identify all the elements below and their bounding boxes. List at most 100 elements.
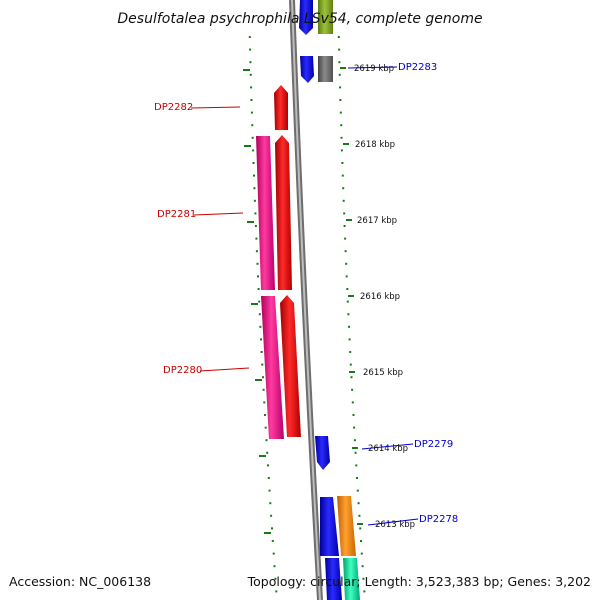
inner-dot bbox=[269, 502, 272, 505]
outer-dot bbox=[341, 174, 344, 177]
inner-dot bbox=[256, 262, 259, 265]
inner-dot bbox=[260, 338, 262, 341]
inner-dot bbox=[253, 199, 256, 202]
tick-label-2613: 2613 kbp bbox=[375, 520, 415, 530]
gene-feature-bottom-blue[interactable] bbox=[325, 558, 342, 600]
gene-feature-dp2278[interactable] bbox=[320, 497, 339, 556]
tick-label-2614: 2614 kbp bbox=[368, 444, 408, 454]
inner-dot bbox=[265, 439, 268, 442]
inner-dot bbox=[258, 313, 261, 316]
inner-dot bbox=[264, 426, 267, 429]
dotted-guide-tracks bbox=[248, 36, 366, 593]
gene-feature-dp2280[interactable] bbox=[280, 295, 301, 437]
outer-dot bbox=[353, 426, 356, 429]
inner-dot bbox=[255, 250, 258, 253]
gene-feature-top-olive[interactable] bbox=[318, 0, 333, 34]
gene-feature-dp2282[interactable] bbox=[274, 85, 288, 130]
gene-feature-pink-upper[interactable] bbox=[256, 136, 275, 290]
outer-dot bbox=[354, 451, 357, 454]
gene-label-dp2283[interactable]: DP2283 bbox=[398, 62, 437, 73]
outer-dot bbox=[355, 464, 358, 467]
outer-dot bbox=[351, 388, 354, 391]
outer-dot bbox=[361, 565, 364, 568]
map-title: Desulfotalea psychrophila LSv54, complet… bbox=[117, 11, 482, 27]
outer-dot bbox=[339, 86, 342, 89]
outer-dot bbox=[347, 313, 350, 316]
outer-dot bbox=[362, 577, 365, 580]
outer-dot bbox=[349, 363, 352, 366]
inner-dot bbox=[268, 489, 271, 492]
forward-strand-features bbox=[299, 0, 360, 600]
outer-dot bbox=[349, 351, 352, 353]
tick-label-2617: 2617 kbp bbox=[357, 216, 397, 226]
gene-feature-dp2281[interactable] bbox=[275, 135, 292, 290]
outer-dot bbox=[360, 552, 363, 555]
inner-dot bbox=[257, 288, 260, 290]
outer-dot bbox=[359, 527, 362, 530]
inner-dot bbox=[254, 212, 257, 215]
gene-leader-dp2279 bbox=[361, 443, 414, 450]
inner-dot bbox=[262, 376, 264, 379]
inner-dot bbox=[250, 86, 253, 89]
inner-dot bbox=[259, 325, 262, 328]
gene-feature-gray[interactable] bbox=[318, 56, 333, 82]
outer-dot bbox=[339, 111, 342, 114]
inner-dot bbox=[266, 451, 269, 454]
inner-dot bbox=[249, 61, 252, 64]
inner-dot bbox=[261, 363, 264, 366]
outer-dot bbox=[346, 288, 349, 290]
gene-label-dp2279[interactable]: DP2279 bbox=[414, 439, 453, 450]
gene-feature-pink-lower[interactable] bbox=[261, 296, 284, 439]
gene-feature-orange[interactable] bbox=[337, 496, 356, 556]
gene-label-dp2278[interactable]: DP2278 bbox=[419, 514, 458, 525]
outer-dot bbox=[339, 99, 342, 101]
gene-feature-dp2279[interactable] bbox=[315, 436, 330, 470]
outer-dot bbox=[338, 61, 341, 64]
outer-dot bbox=[344, 250, 347, 253]
inner-dot bbox=[249, 48, 252, 51]
inner-dot bbox=[275, 590, 278, 593]
outer-dot bbox=[360, 540, 362, 542]
inner-dot bbox=[270, 514, 273, 517]
inner-dot bbox=[252, 162, 255, 164]
inner-dot bbox=[253, 187, 256, 190]
inner-dot bbox=[271, 527, 273, 530]
inner-dot bbox=[255, 237, 258, 240]
outer-dot bbox=[343, 225, 346, 227]
outer-dot bbox=[338, 73, 341, 76]
inner-dot bbox=[252, 149, 255, 152]
inner-dot bbox=[272, 552, 275, 555]
outer-dot bbox=[344, 237, 347, 240]
inner-dot bbox=[248, 36, 251, 38]
inner-dot bbox=[271, 540, 274, 542]
outer-dot bbox=[343, 212, 346, 215]
gene-feature-top-blue[interactable] bbox=[299, 0, 313, 35]
outer-dot bbox=[351, 401, 354, 404]
inner-dot bbox=[249, 73, 252, 76]
gene-feature-dp2283[interactable] bbox=[300, 56, 314, 83]
inner-dot bbox=[264, 414, 266, 416]
gene-feature-teal[interactable] bbox=[343, 558, 360, 600]
inner-track-ticks bbox=[243, 69, 271, 534]
gene-label-dp2280[interactable]: DP2280 bbox=[163, 365, 202, 376]
tick-label-2616: 2616 kbp bbox=[360, 292, 400, 302]
outer-dot bbox=[353, 439, 356, 442]
inner-dot bbox=[257, 275, 259, 278]
inner-dot bbox=[263, 401, 266, 404]
inner-dot bbox=[258, 300, 261, 303]
inner-dot bbox=[262, 388, 265, 391]
gene-label-dp2282[interactable]: DP2282 bbox=[154, 102, 193, 113]
outer-dot bbox=[341, 162, 344, 164]
outer-dot bbox=[348, 325, 350, 328]
outer-dot bbox=[356, 477, 358, 479]
inner-dot bbox=[273, 565, 276, 568]
inner-dot bbox=[267, 464, 269, 467]
scale-ticks: 2619 kbp 2618 kbp 2617 kbp 2616 kbp 2615… bbox=[340, 64, 415, 530]
gene-leader-dp2283 bbox=[347, 66, 398, 69]
outer-dot bbox=[350, 376, 353, 379]
gene-label-dp2281[interactable]: DP2281 bbox=[157, 209, 196, 220]
gene-leader-dp2281 bbox=[193, 212, 244, 216]
tick-label-2615: 2615 kbp bbox=[363, 368, 403, 378]
inner-dot bbox=[260, 351, 263, 353]
